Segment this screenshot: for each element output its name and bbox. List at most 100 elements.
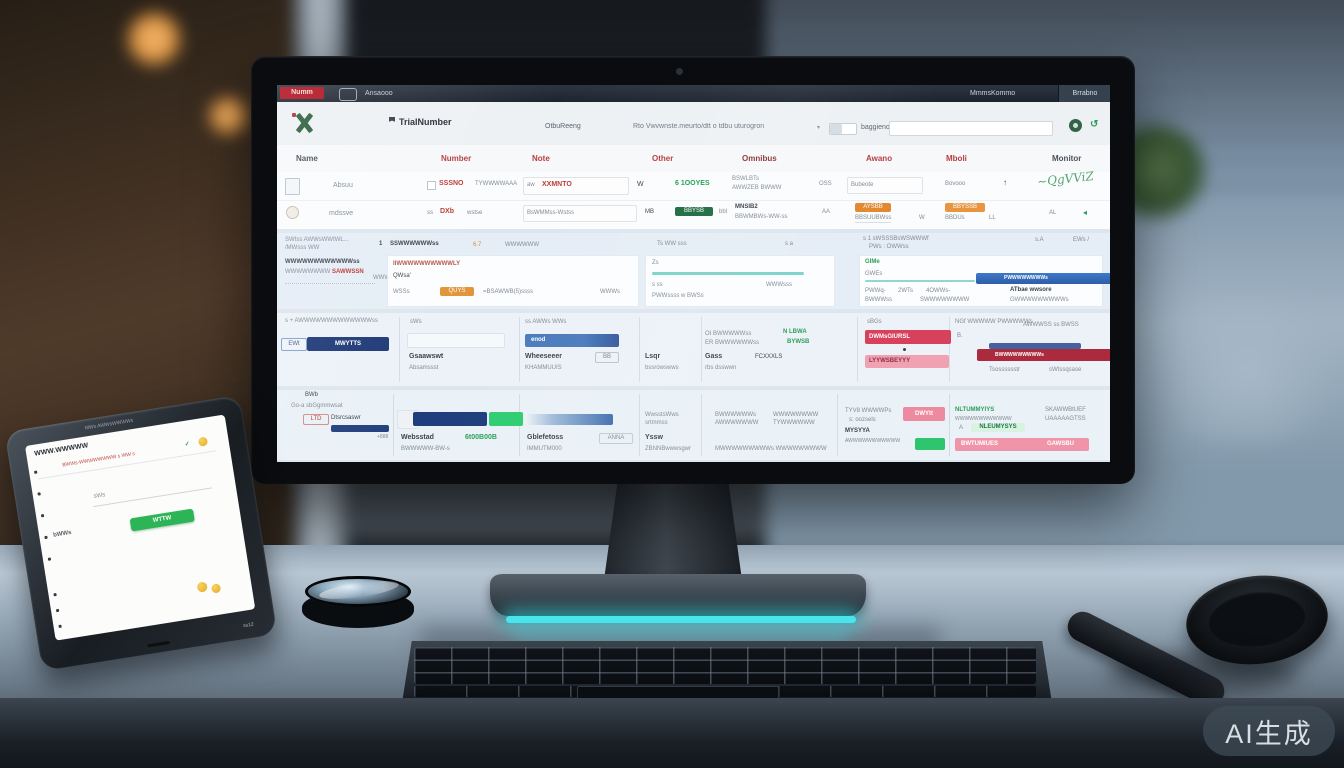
column-divider (949, 317, 950, 382)
toolbar: TrialNumber OtbuReeng Rto Vwvwnste.meurt… (277, 102, 1110, 146)
card-text: 2WTs (898, 288, 913, 294)
status-badge-darkgreen[interactable]: BBYSB (675, 207, 713, 216)
chip-anna[interactable]: ANNA (599, 433, 633, 444)
cell-text: IMMUTM000 (527, 446, 562, 452)
status-badge-green[interactable]: 6 1OOYES (675, 180, 710, 187)
hint-text: s + AWWWWWWWWWWWWWss (285, 318, 378, 324)
green-value: NLTUMMYIYS (955, 407, 995, 413)
back-arrow-icon[interactable]: ◂ (1083, 208, 1088, 217)
list-bullet[interactable] (37, 492, 41, 496)
cell-text: ER BWWWWWWss (705, 340, 759, 346)
brand-flag-icon (389, 117, 395, 122)
list-bullet[interactable] (47, 557, 52, 561)
status-badge-orange[interactable]: QUYS (440, 287, 474, 296)
row-number: DXb (440, 208, 454, 215)
hint-text: sBGs (867, 319, 882, 325)
cell-text: sWtssqsase (1049, 367, 1082, 373)
webcam-dot (676, 68, 683, 75)
checkbox[interactable] (427, 181, 436, 190)
row-name[interactable]: Absuu (333, 182, 353, 189)
list-bullet[interactable] (53, 592, 57, 597)
list-bullet[interactable] (58, 624, 62, 629)
note-text: WWWWWWWWWWWWss (285, 259, 360, 265)
cell-text: bssrowswws (645, 365, 679, 371)
cell-text: BBDUs (945, 215, 965, 221)
hint-text: NGf WWWWW PWWWWWs (955, 319, 1033, 325)
menu-item[interactable]: OtbuReeng (545, 123, 581, 130)
app-logo-x-icon[interactable] (291, 112, 317, 134)
tablet-input-value[interactable]: sWs (93, 492, 106, 500)
column-header[interactable]: Omnibus (742, 154, 777, 163)
row-name[interactable]: mdssve (329, 210, 354, 217)
chart-card[interactable]: GIMe GWEs PWWWWWWWWs PWWq- 2WTs 4OWWs- A… (859, 255, 1110, 307)
keyboard[interactable] (402, 641, 1052, 703)
column-header[interactable]: Other (652, 154, 674, 163)
chevron-down-icon[interactable]: ▾ (817, 125, 821, 131)
cell-text: BWWWWWWs (715, 412, 756, 418)
sort-up-icon[interactable]: ↑ (1003, 178, 1007, 187)
titlebar-account[interactable]: MmmsKommo (970, 90, 1016, 97)
navy-button[interactable]: MWYTTS (307, 337, 389, 351)
column-divider (399, 317, 400, 382)
signature-scribble: ~QgVViZ (1036, 169, 1095, 189)
titlebar-session-button[interactable]: Brrabno (1058, 85, 1110, 102)
status-badge-orange[interactable]: AYSBB (855, 203, 891, 212)
bokeh-light (126, 11, 182, 67)
tablet-alert-text: BWWs-WWWWWWWW s WW s (61, 451, 136, 469)
awano-field[interactable]: Bubeote (847, 177, 923, 194)
emoji-icon[interactable] (210, 583, 222, 594)
column-header[interactable]: Monitor (1052, 154, 1082, 163)
note-field[interactable]: BsWMMss-Wstss (523, 205, 637, 222)
undo-icon[interactable]: ↺ (1090, 119, 1099, 130)
emoji-icon[interactable] (196, 581, 208, 593)
chip-red[interactable]: LTD (303, 414, 329, 425)
screen: Numm Ansaooo MmmsKommo Brrabno TrialNumb… (277, 85, 1110, 462)
list-bullet[interactable] (33, 470, 38, 474)
card-text: 4OWWs- (926, 288, 951, 294)
card-text: WSSs (393, 289, 410, 295)
column-divider (639, 317, 640, 382)
breadcrumb[interactable]: Rto Vwvwnste.meurto/dtt o tdbu uturogron (633, 123, 765, 130)
cell-text: BBWMBWs-WW-ss (735, 214, 788, 220)
column-header[interactable]: Number (441, 154, 472, 163)
tablet-input-line[interactable] (93, 487, 212, 508)
chip-ewt[interactable]: EWt (281, 338, 307, 351)
note-text: SWtss AWWsWWtWL... (285, 237, 349, 243)
green-bar (915, 438, 945, 450)
column-header[interactable]: Note (532, 154, 550, 163)
empty-field[interactable] (407, 333, 505, 348)
list-bullet[interactable] (55, 608, 60, 613)
column-header[interactable]: Awano (866, 154, 893, 163)
view-toggle[interactable] (829, 123, 857, 135)
summary-card[interactable]: IIWWWWWWWWWWLY QWsa' WSSs QUYS =BSAWWB(5… (387, 255, 639, 307)
list-bullet[interactable] (44, 535, 48, 540)
app-window-icon[interactable] (339, 88, 357, 101)
status-circle-icon[interactable] (286, 206, 299, 219)
ai-watermark: AI生成 (1203, 706, 1335, 756)
green-chip[interactable]: NLEUMYSYS (971, 423, 1025, 432)
account-circle-icon[interactable] (1069, 119, 1082, 132)
progress-card[interactable]: Zs s ss WWWsss PWWssss w BWSs (645, 255, 835, 307)
dot-marker (903, 348, 906, 351)
column-divider (949, 394, 950, 456)
document-icon[interactable] (285, 178, 300, 195)
cell-text: AL (1049, 210, 1057, 216)
list-bullet[interactable] (40, 513, 45, 518)
lens-puck (302, 576, 414, 628)
column-divider (857, 317, 858, 382)
note-field[interactable]: aw XXMNTO (523, 177, 629, 195)
cell-text: OI BWWWWWss (705, 331, 752, 337)
column-header[interactable]: Name (296, 154, 318, 163)
tablet-green-button[interactable]: WTTW (129, 508, 195, 532)
emoji-icon[interactable] (197, 436, 209, 447)
column-header[interactable]: Mboli (946, 154, 967, 163)
unit-label: AA (822, 209, 831, 215)
status-badge-orange[interactable]: BBYSSB (945, 203, 985, 212)
chip-bb[interactable]: BB (595, 352, 619, 363)
search-input[interactable] (889, 121, 1053, 136)
cell-label: Gsaawswt (409, 353, 444, 360)
record-badge[interactable]: Numm (280, 87, 324, 99)
cell-text: BWWWWW-BW-s (401, 446, 450, 452)
key-grid[interactable] (414, 647, 1036, 684)
tablet-screen: WWW.WWWWW BWWs-WWWWWWWW s WW s ✓ bWWs sW… (24, 414, 256, 641)
